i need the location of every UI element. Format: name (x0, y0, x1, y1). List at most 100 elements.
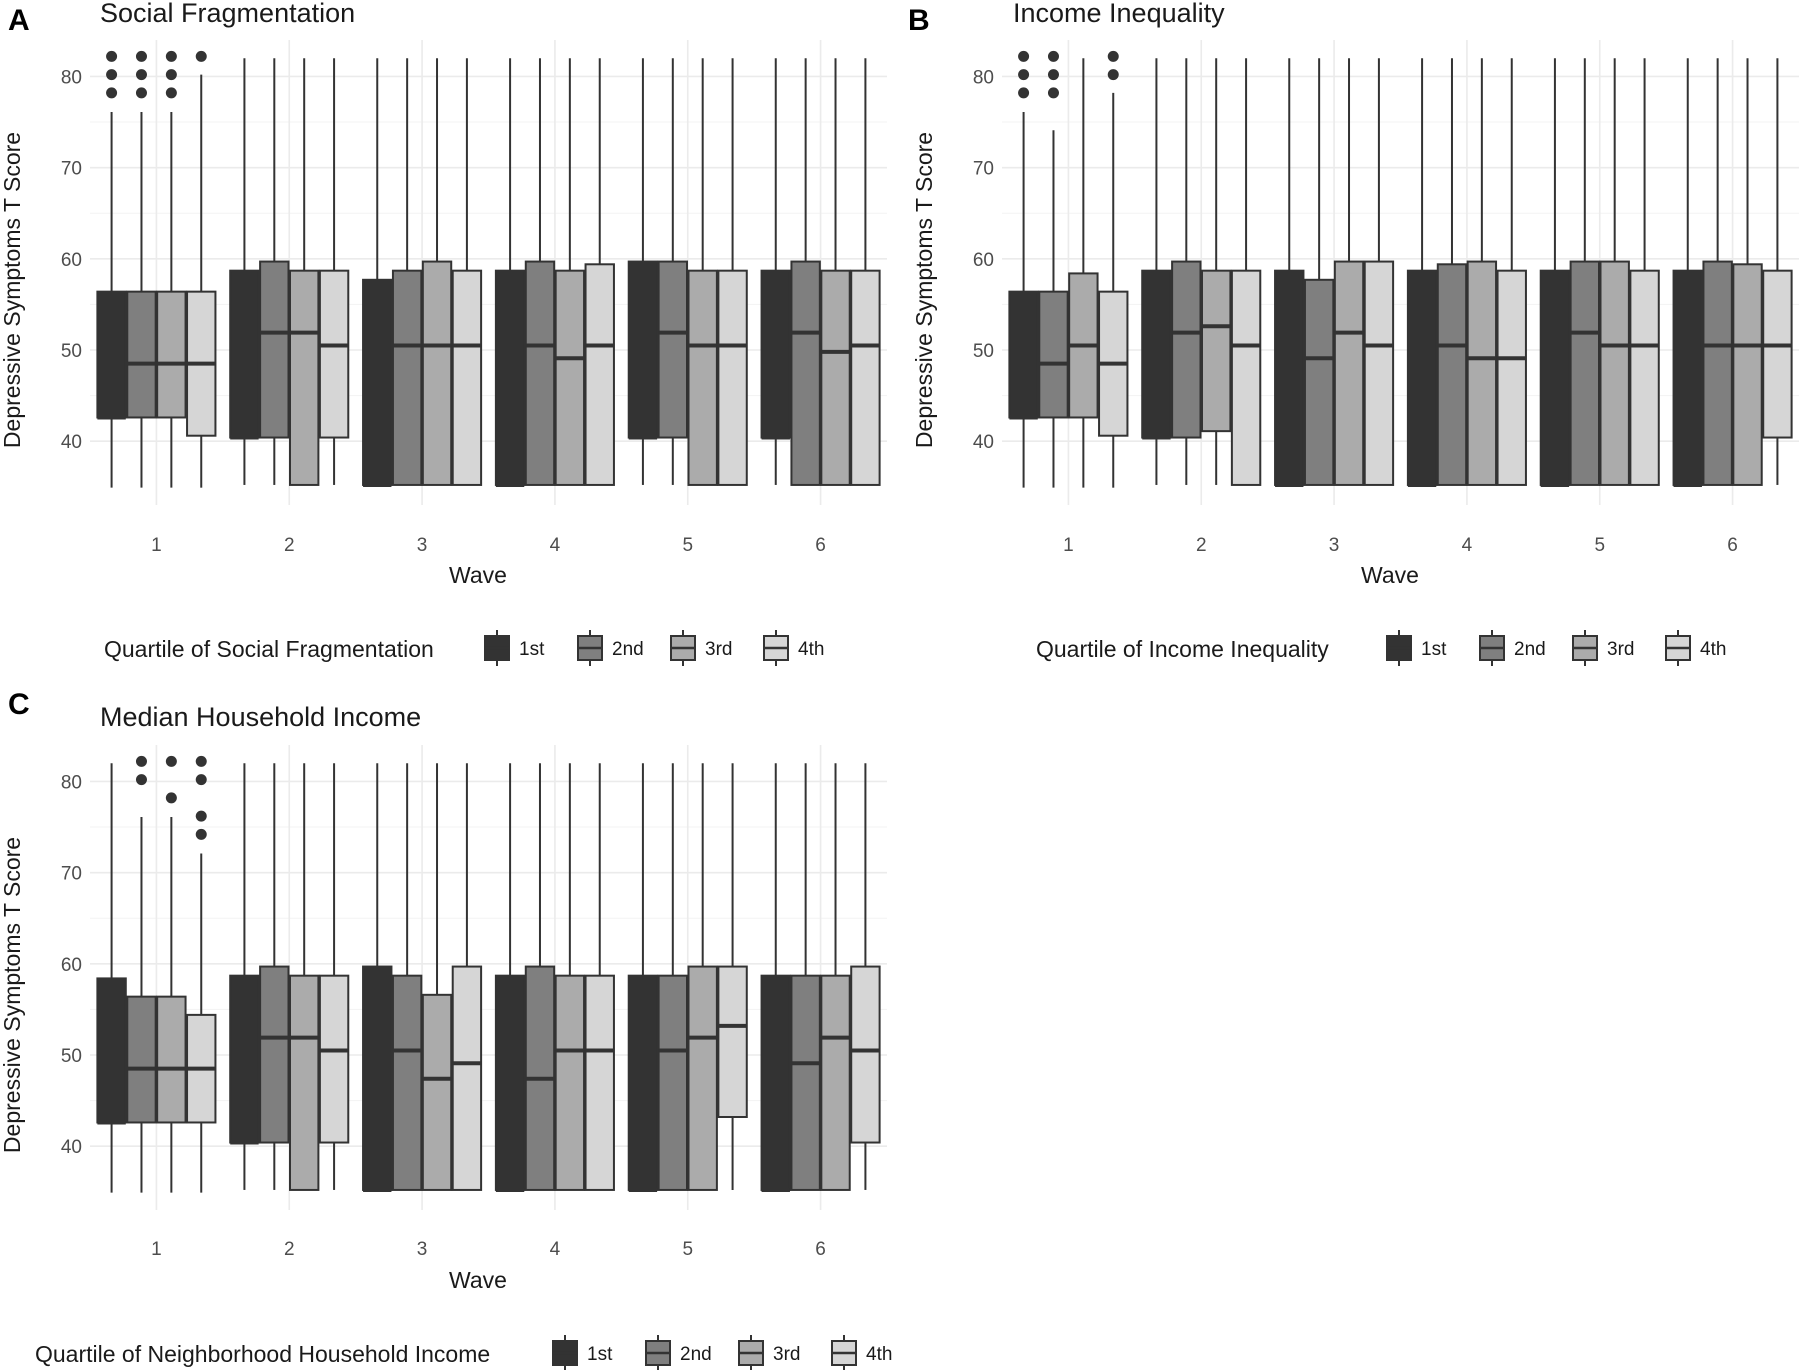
y-tick-label: 50 (61, 1046, 82, 1067)
x-tick-label: 4 (550, 535, 561, 556)
outlier-point (106, 87, 118, 99)
box-1-2nd (126, 755, 157, 1193)
box-iqr (1629, 269, 1660, 486)
box-5-2nd (657, 58, 689, 485)
outlier-point (195, 828, 207, 840)
legend-label: 4th (866, 1344, 892, 1365)
box-iqr (1406, 269, 1438, 486)
y-tick-label: 60 (973, 250, 994, 271)
x-tick-label: 6 (815, 535, 826, 556)
legend-key-3rd: 3rd (1572, 630, 1634, 666)
panel-a: A Social Fragmentation Depressive Sympto… (0, 0, 887, 666)
outlier-point (1047, 87, 1059, 99)
x-tick-label: 2 (284, 535, 295, 556)
box-iqr (760, 269, 791, 439)
box-iqr (584, 974, 615, 1191)
y-tick-label: 80 (61, 772, 82, 793)
box-iqr (1230, 269, 1262, 486)
box-1-2nd (126, 50, 157, 488)
box-5-4th (717, 58, 748, 486)
box-iqr (790, 260, 821, 486)
x-tick-label: 6 (1727, 535, 1738, 556)
box-6-2nd (1702, 58, 1733, 486)
box-5-3rd (687, 763, 718, 1191)
x-tick-label: 3 (1329, 535, 1340, 556)
panel-c-letter: C (8, 688, 30, 721)
box-5-1st (627, 763, 659, 1192)
box-iqr (687, 269, 718, 486)
box-iqr (156, 995, 187, 1124)
x-tick-label: 1 (1063, 535, 1074, 556)
legend-label: 4th (1700, 639, 1726, 660)
box-iqr (717, 965, 748, 1119)
box-3-2nd (391, 763, 423, 1191)
box-iqr (126, 290, 157, 419)
box-4-3rd (554, 58, 586, 486)
y-tick-label: 80 (973, 67, 994, 88)
legend-key-2nd: 2nd (577, 630, 644, 666)
x-tick-label: 4 (1462, 535, 1473, 556)
box-6-1st (760, 58, 791, 485)
outlier-point (1047, 50, 1059, 62)
legend-label: 2nd (612, 639, 644, 660)
box-iqr (1274, 269, 1305, 486)
box-2-1st (229, 763, 260, 1190)
y-tick-label: 60 (61, 955, 82, 976)
outlier-point (1018, 69, 1030, 81)
box-2-1st (1141, 58, 1172, 485)
box-2-4th (318, 763, 350, 1190)
box-4-4th (584, 763, 615, 1191)
box-4-3rd (1466, 58, 1498, 486)
box-iqr (126, 995, 157, 1124)
x-tick-label: 5 (1594, 535, 1605, 556)
box-iqr (421, 260, 453, 486)
legend-label: 2nd (1514, 639, 1546, 660)
box-1-3rd (156, 50, 187, 488)
box-iqr (554, 269, 586, 486)
box-4-2nd (1436, 58, 1468, 486)
legend-label: 1st (1421, 639, 1447, 660)
panel-b-x-axis-label: Wave (1361, 562, 1419, 588)
box-iqr (318, 269, 350, 439)
legend-label: 2nd (680, 1344, 712, 1365)
box-2-3rd (1200, 58, 1232, 485)
box-5-4th (1629, 58, 1660, 486)
box-3-1st (362, 763, 393, 1192)
panel-a-legend-title: Quartile of Social Fragmentation (104, 636, 434, 662)
box-5-3rd (687, 58, 718, 486)
box-iqr (156, 290, 187, 419)
box-iqr (362, 278, 393, 486)
box-iqr (229, 974, 260, 1144)
box-4-4th (584, 58, 615, 486)
outlier-point (106, 69, 118, 81)
legend-key-1st: 1st (484, 630, 545, 666)
outlier-point (135, 87, 147, 99)
y-tick-label: 50 (61, 341, 82, 362)
box-iqr (494, 974, 526, 1191)
panel-b-title: Income Inequality (1013, 0, 1225, 28)
box-2-2nd (259, 763, 290, 1190)
box-2-4th (318, 58, 350, 485)
panel-b-legend: Quartile of Income Inequality 1st 2nd 3rd 4… (1036, 630, 1726, 666)
box-iqr (1762, 269, 1793, 439)
box-5-2nd (1569, 58, 1601, 486)
box-iqr (554, 974, 586, 1191)
legend-key-3rd: 3rd (738, 1335, 800, 1370)
y-tick-label: 40 (61, 1137, 82, 1158)
box-4-2nd (524, 58, 556, 486)
box-4-1st (1406, 58, 1438, 487)
box-iqr (1200, 269, 1232, 433)
box-iqr (288, 974, 320, 1191)
box-iqr (451, 965, 483, 1191)
box-iqr (1672, 269, 1703, 486)
box-3-4th (451, 763, 483, 1191)
legend-label: 3rd (1607, 639, 1634, 660)
y-tick-label: 80 (61, 67, 82, 88)
box-3-4th (451, 58, 483, 486)
box-6-2nd (790, 763, 821, 1191)
box-iqr (1303, 278, 1335, 486)
box-iqr (96, 290, 127, 419)
box-iqr (229, 269, 260, 439)
legend-key-3rd: 3rd (670, 630, 732, 666)
